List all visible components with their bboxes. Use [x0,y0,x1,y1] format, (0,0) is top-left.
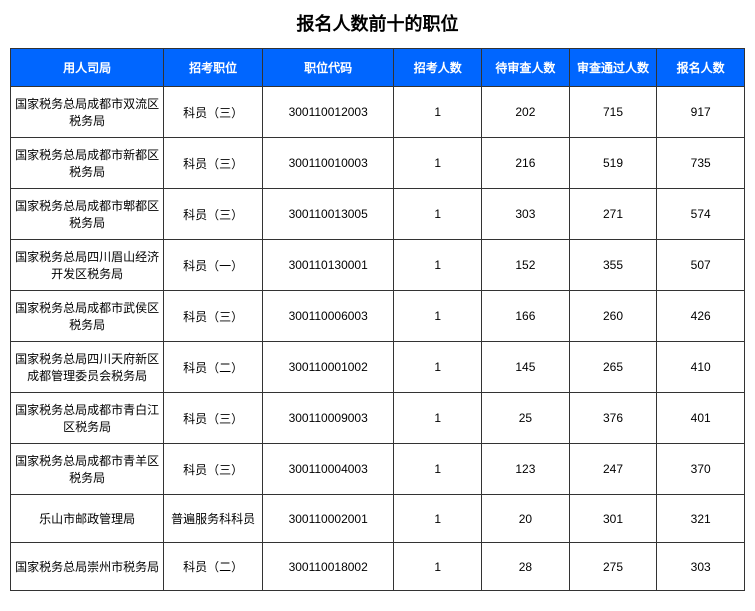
col-header-dept: 用人司局 [11,49,164,87]
cell-pending: 216 [482,138,570,189]
cell-dept: 国家税务总局成都市青羊区税务局 [11,444,164,495]
col-header-passed: 审查通过人数 [569,49,657,87]
cell-applied: 507 [657,240,745,291]
cell-dept: 国家税务总局成都市青白江区税务局 [11,393,164,444]
cell-recruit: 1 [394,393,482,444]
cell-applied: 426 [657,291,745,342]
cell-recruit: 1 [394,342,482,393]
col-header-recruit: 招考人数 [394,49,482,87]
table-row: 国家税务总局四川眉山经济开发区税务局科员（一）30011013000111523… [11,240,745,291]
cell-dept: 国家税务总局四川眉山经济开发区税务局 [11,240,164,291]
cell-code: 300110006003 [262,291,393,342]
cell-recruit: 1 [394,291,482,342]
table-row: 国家税务总局崇州市税务局科员（二）300110018002128275303 [11,543,745,591]
cell-dept: 国家税务总局成都市武侯区税务局 [11,291,164,342]
cell-position: 科员（三） [164,138,263,189]
cell-code: 300110013005 [262,189,393,240]
data-table: 用人司局 招考职位 职位代码 招考人数 待审查人数 审查通过人数 报名人数 国家… [10,48,745,591]
cell-code: 300110130001 [262,240,393,291]
cell-pending: 25 [482,393,570,444]
cell-code: 300110002001 [262,495,393,543]
cell-dept: 国家税务总局崇州市税务局 [11,543,164,591]
cell-recruit: 1 [394,495,482,543]
cell-pending: 166 [482,291,570,342]
cell-dept: 国家税务总局成都市双流区税务局 [11,87,164,138]
cell-position: 科员（三） [164,87,263,138]
cell-dept: 国家税务总局四川天府新区成都管理委员会税务局 [11,342,164,393]
cell-passed: 271 [569,189,657,240]
table-row: 国家税务总局四川天府新区成都管理委员会税务局科员（二）3001100010021… [11,342,745,393]
cell-position: 科员（三） [164,393,263,444]
cell-pending: 152 [482,240,570,291]
cell-passed: 519 [569,138,657,189]
cell-position: 科员（一） [164,240,263,291]
cell-position: 科员（三） [164,291,263,342]
cell-passed: 247 [569,444,657,495]
table-row: 乐山市邮政管理局普遍服务科科员300110002001120301321 [11,495,745,543]
cell-code: 300110001002 [262,342,393,393]
cell-recruit: 1 [394,138,482,189]
table-body: 国家税务总局成都市双流区税务局科员（三）30011001200312027159… [11,87,745,591]
cell-applied: 401 [657,393,745,444]
cell-code: 300110009003 [262,393,393,444]
cell-code: 300110004003 [262,444,393,495]
cell-recruit: 1 [394,543,482,591]
cell-pending: 202 [482,87,570,138]
cell-position: 科员（三） [164,444,263,495]
col-header-position: 招考职位 [164,49,263,87]
cell-passed: 355 [569,240,657,291]
cell-passed: 301 [569,495,657,543]
cell-dept: 国家税务总局成都市新都区税务局 [11,138,164,189]
cell-recruit: 1 [394,87,482,138]
cell-dept: 乐山市邮政管理局 [11,495,164,543]
cell-pending: 28 [482,543,570,591]
cell-applied: 321 [657,495,745,543]
cell-passed: 265 [569,342,657,393]
cell-code: 300110018002 [262,543,393,591]
table-row: 国家税务总局成都市青白江区税务局科员（三）3001100090031253764… [11,393,745,444]
cell-passed: 275 [569,543,657,591]
cell-applied: 917 [657,87,745,138]
cell-code: 300110012003 [262,87,393,138]
cell-position: 科员（二） [164,543,263,591]
cell-applied: 370 [657,444,745,495]
cell-position: 科员（三） [164,189,263,240]
table-row: 国家税务总局成都市新都区税务局科员（三）30011001000312165197… [11,138,745,189]
table-row: 国家税务总局成都市武侯区税务局科员（三）30011000600311662604… [11,291,745,342]
cell-recruit: 1 [394,444,482,495]
table-row: 国家税务总局成都市郫都区税务局科员（三）30011001300513032715… [11,189,745,240]
cell-applied: 303 [657,543,745,591]
cell-code: 300110010003 [262,138,393,189]
cell-recruit: 1 [394,189,482,240]
cell-passed: 715 [569,87,657,138]
cell-position: 普遍服务科科员 [164,495,263,543]
cell-position: 科员（二） [164,342,263,393]
col-header-applied: 报名人数 [657,49,745,87]
cell-recruit: 1 [394,240,482,291]
cell-passed: 376 [569,393,657,444]
cell-applied: 574 [657,189,745,240]
page-title: 报名人数前十的职位 [10,10,745,36]
header-row: 用人司局 招考职位 职位代码 招考人数 待审查人数 审查通过人数 报名人数 [11,49,745,87]
col-header-pending: 待审查人数 [482,49,570,87]
cell-dept: 国家税务总局成都市郫都区税务局 [11,189,164,240]
cell-pending: 20 [482,495,570,543]
table-row: 国家税务总局成都市双流区税务局科员（三）30011001200312027159… [11,87,745,138]
cell-passed: 260 [569,291,657,342]
cell-pending: 145 [482,342,570,393]
col-header-code: 职位代码 [262,49,393,87]
cell-applied: 410 [657,342,745,393]
table-row: 国家税务总局成都市青羊区税务局科员（三）30011000400311232473… [11,444,745,495]
cell-pending: 303 [482,189,570,240]
cell-applied: 735 [657,138,745,189]
cell-pending: 123 [482,444,570,495]
